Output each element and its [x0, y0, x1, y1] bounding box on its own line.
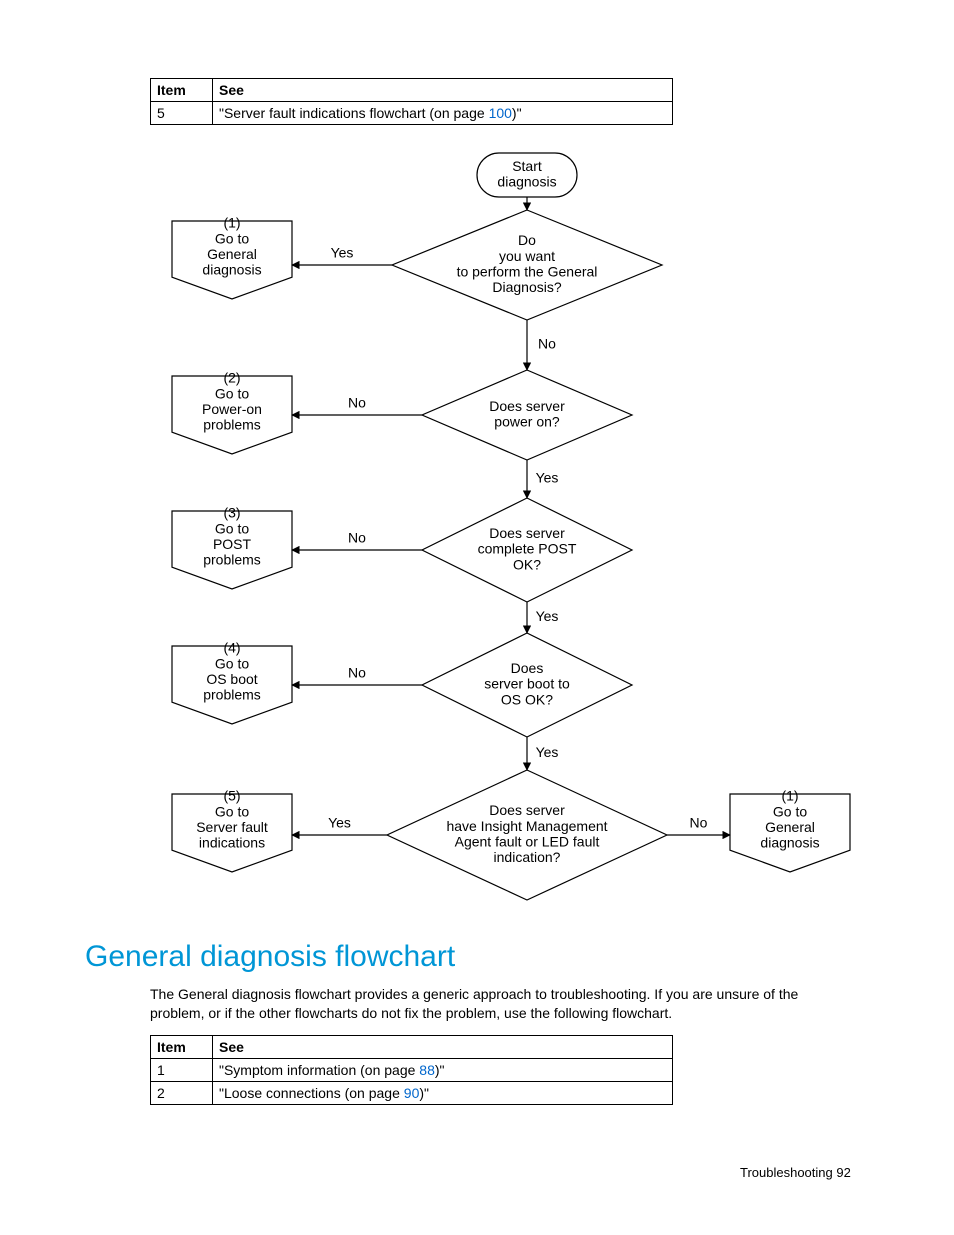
see-cell: "Symptom information (on page 88)"	[213, 1059, 673, 1082]
svg-text:complete POST: complete POST	[478, 541, 577, 557]
col-header: See	[213, 79, 673, 102]
svg-text:diagnosis: diagnosis	[497, 174, 556, 190]
svg-text:Do: Do	[518, 232, 536, 248]
svg-text:Yes: Yes	[536, 470, 559, 486]
svg-text:General: General	[207, 246, 257, 262]
svg-text:Go to: Go to	[215, 520, 249, 536]
svg-text:Does: Does	[511, 660, 544, 676]
svg-text:General: General	[765, 819, 815, 835]
svg-text:diagnosis: diagnosis	[202, 262, 261, 278]
page-link[interactable]: 88	[419, 1062, 435, 1078]
svg-text:Go to: Go to	[773, 803, 807, 819]
item-cell: 2	[151, 1082, 213, 1105]
svg-text:indication?: indication?	[494, 849, 561, 865]
page-link[interactable]: 100	[489, 105, 512, 121]
diagnosis-flowchart: StartdiagnosisDoyou wantto perform the G…	[150, 145, 870, 905]
svg-text:(3): (3)	[223, 505, 240, 521]
svg-text:server boot to: server boot to	[484, 676, 570, 692]
svg-text:POST: POST	[213, 536, 252, 552]
svg-text:Yes: Yes	[328, 815, 351, 831]
item-cell: 5	[151, 102, 213, 125]
svg-text:Go to: Go to	[215, 385, 249, 401]
section-heading: General diagnosis flowchart	[85, 940, 455, 974]
svg-text:have Insight Management: have Insight Management	[446, 818, 607, 834]
svg-text:Server fault: Server fault	[196, 819, 268, 835]
page-footer: Troubleshooting 92	[740, 1165, 851, 1180]
svg-text:Start: Start	[512, 158, 542, 174]
svg-text:No: No	[348, 530, 366, 546]
section-body: The General diagnosis flowchart provides…	[150, 985, 850, 1023]
svg-text:problems: problems	[203, 552, 261, 568]
svg-text:(1): (1)	[223, 215, 240, 231]
svg-text:OS boot: OS boot	[206, 671, 257, 687]
svg-text:No: No	[348, 665, 366, 681]
svg-text:No: No	[538, 336, 556, 352]
svg-text:Agent fault or LED fault: Agent fault or LED fault	[455, 834, 600, 850]
svg-text:indications: indications	[199, 835, 265, 851]
svg-text:Yes: Yes	[331, 245, 354, 261]
svg-text:Does server: Does server	[489, 802, 565, 818]
svg-text:(1): (1)	[781, 788, 798, 804]
table-row: 1"Symptom information (on page 88)"	[151, 1059, 673, 1082]
svg-text:OS OK?: OS OK?	[501, 691, 553, 707]
svg-text:OK?: OK?	[513, 556, 541, 572]
svg-text:you want: you want	[499, 248, 555, 264]
see-cell: "Server fault indications flowchart (on …	[213, 102, 673, 125]
svg-text:Yes: Yes	[536, 608, 559, 624]
svg-text:Power-on: Power-on	[202, 401, 262, 417]
table-row: 2"Loose connections (on page 90)"	[151, 1082, 673, 1105]
bottom-reference-table: ItemSee1"Symptom information (on page 88…	[150, 1035, 673, 1105]
svg-text:No: No	[690, 815, 708, 831]
page-link[interactable]: 90	[404, 1085, 420, 1101]
svg-text:(5): (5)	[223, 788, 240, 804]
svg-text:problems: problems	[203, 687, 261, 703]
item-cell: 1	[151, 1059, 213, 1082]
col-header: Item	[151, 79, 213, 102]
svg-text:diagnosis: diagnosis	[760, 835, 819, 851]
col-header: Item	[151, 1036, 213, 1059]
table-row: 5"Server fault indications flowchart (on…	[151, 102, 673, 125]
svg-text:Diagnosis?: Diagnosis?	[492, 279, 561, 295]
svg-text:(4): (4)	[223, 640, 240, 656]
svg-text:No: No	[348, 395, 366, 411]
svg-text:Go to: Go to	[215, 655, 249, 671]
see-cell: "Loose connections (on page 90)"	[213, 1082, 673, 1105]
svg-text:Yes: Yes	[536, 744, 559, 760]
top-reference-table: ItemSee5"Server fault indications flowch…	[150, 78, 673, 125]
svg-text:power on?: power on?	[494, 414, 560, 430]
svg-text:problems: problems	[203, 417, 261, 433]
col-header: See	[213, 1036, 673, 1059]
svg-text:(2): (2)	[223, 370, 240, 386]
svg-text:to perform the General: to perform the General	[457, 264, 598, 280]
svg-text:Go to: Go to	[215, 803, 249, 819]
svg-text:Does server: Does server	[489, 398, 565, 414]
svg-text:Does server: Does server	[489, 525, 565, 541]
svg-text:Go to: Go to	[215, 230, 249, 246]
